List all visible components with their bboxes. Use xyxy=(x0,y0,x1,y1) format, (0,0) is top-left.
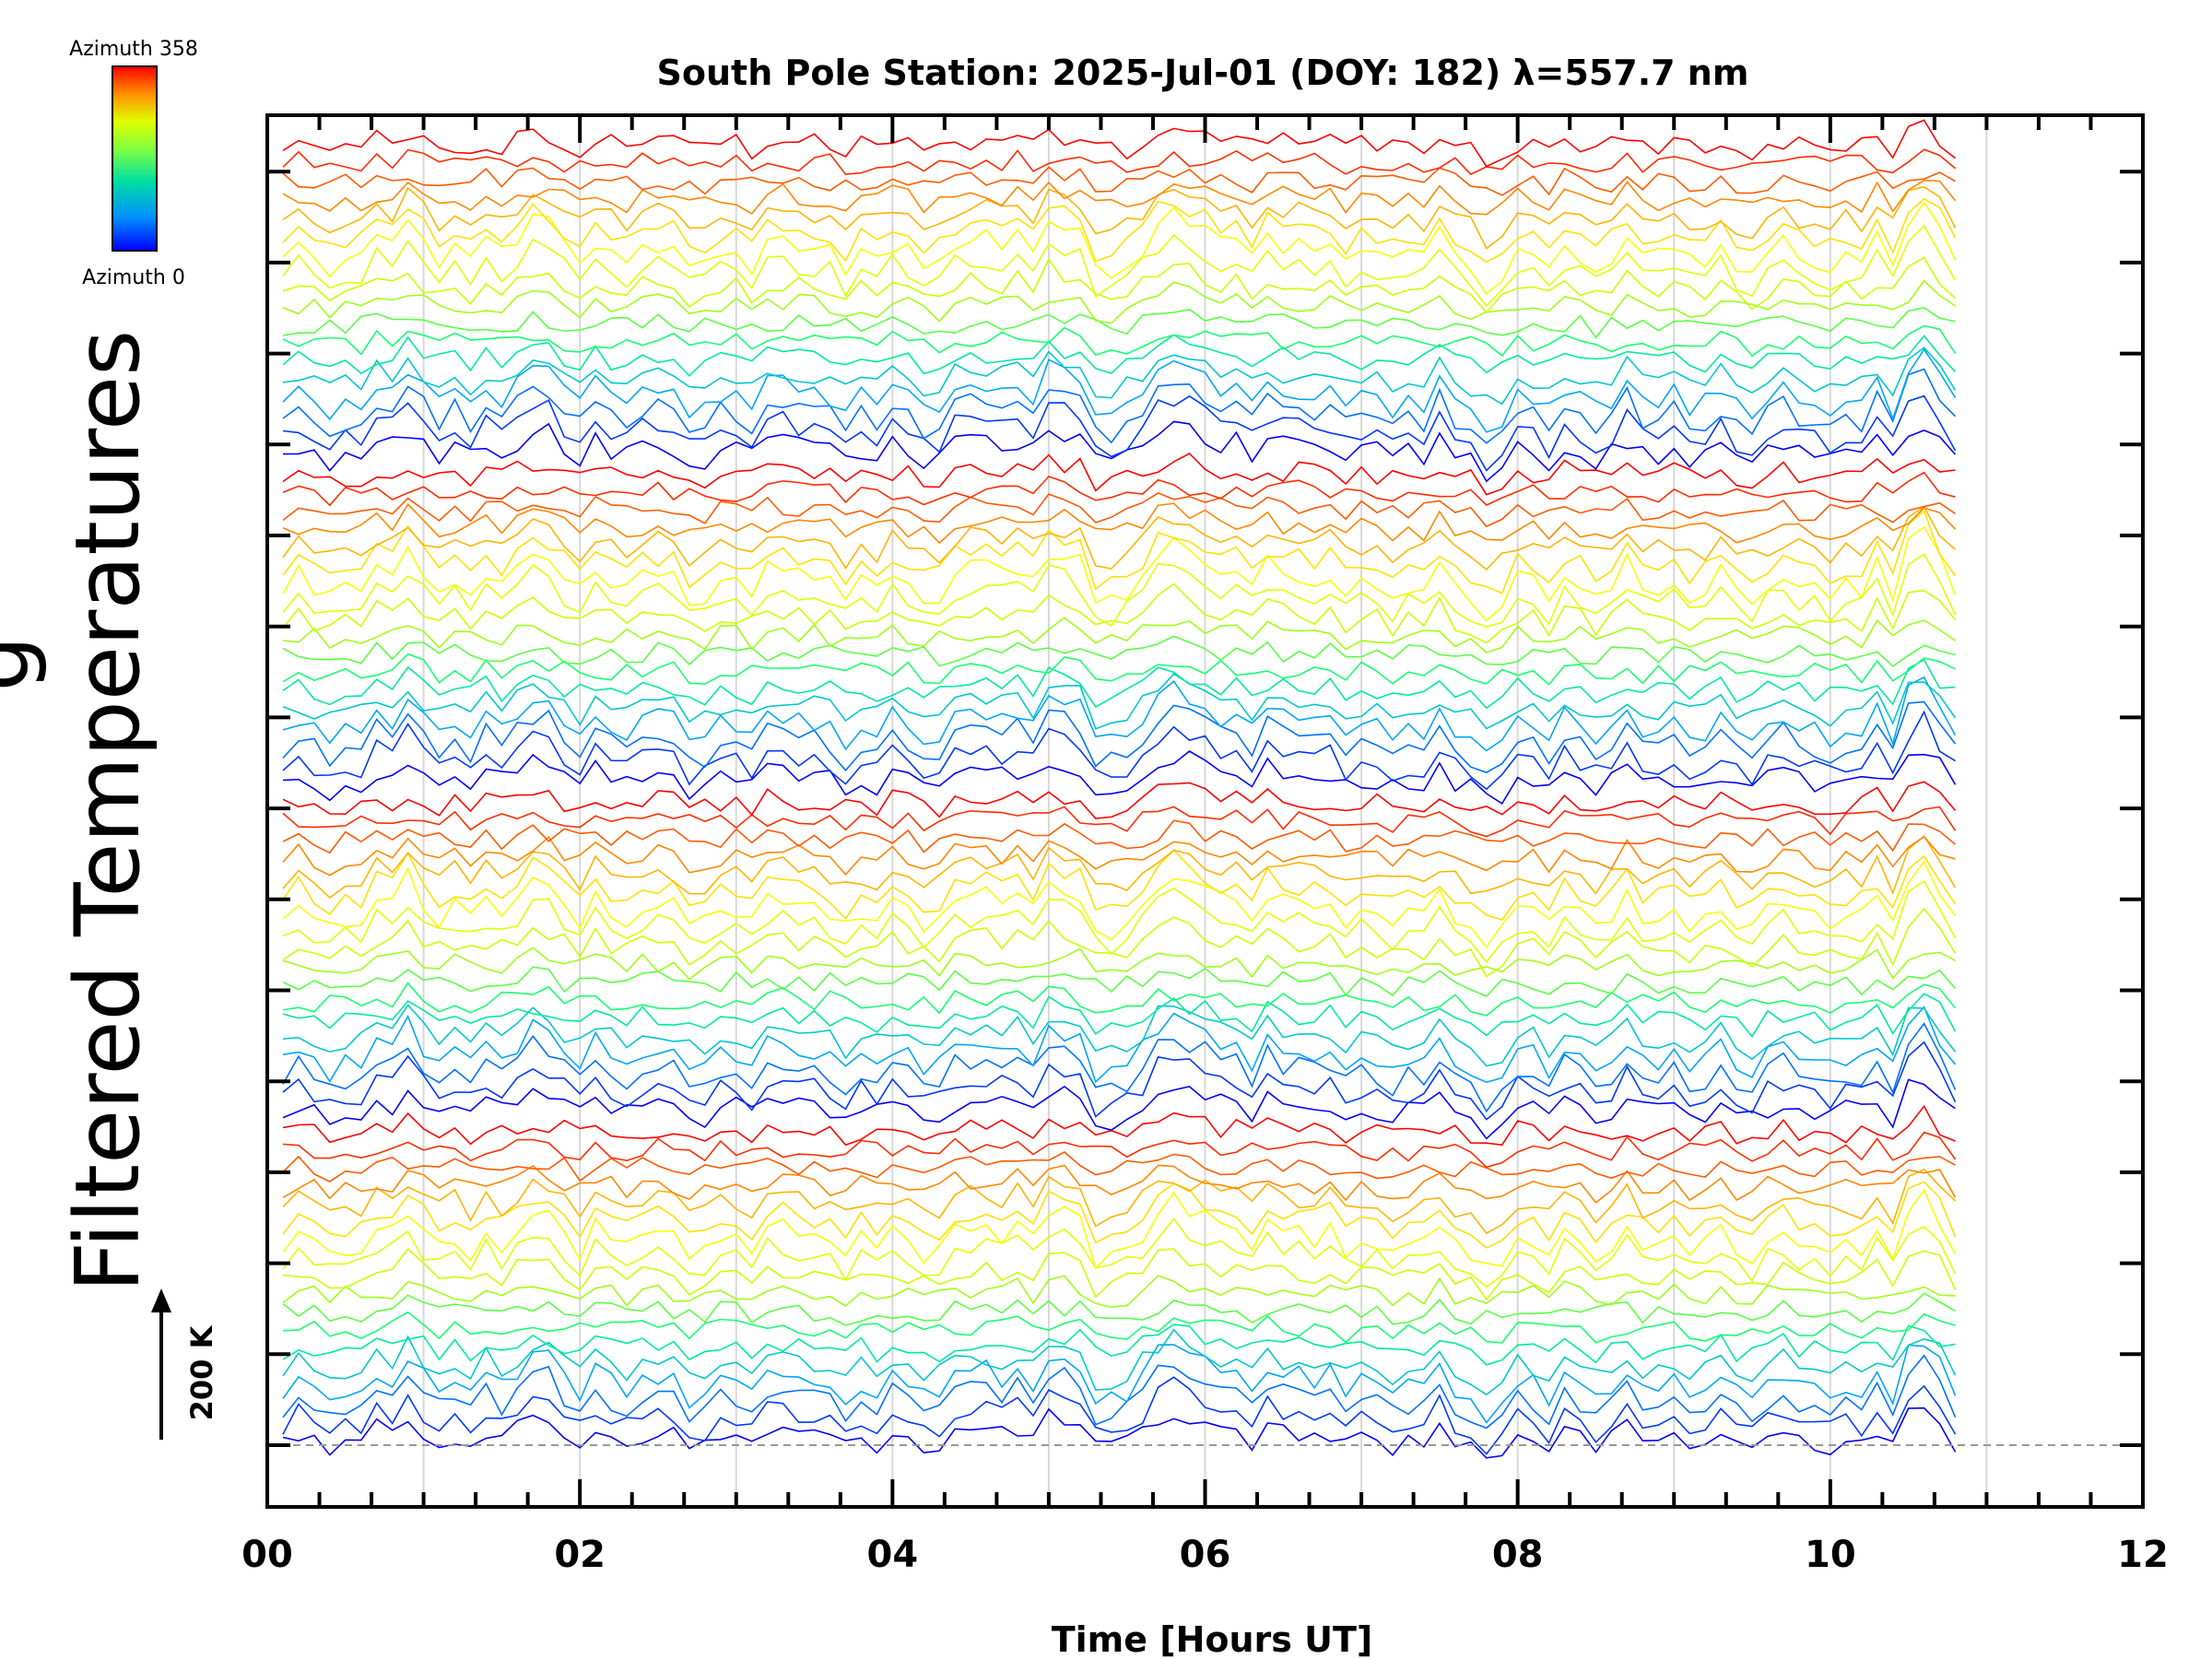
series-line-8 xyxy=(282,1275,1956,1308)
x-tick-label-10: 10 xyxy=(1805,1534,1856,1576)
series-line-17 xyxy=(282,1104,1956,1147)
series-line-62 xyxy=(282,279,1956,324)
series-line-6 xyxy=(282,1311,1956,1344)
series-line-38 xyxy=(282,700,1957,773)
series-line-34 xyxy=(282,806,1957,838)
series-line-54 xyxy=(282,420,1957,483)
series-line-66 xyxy=(282,197,1957,264)
series-line-44 xyxy=(282,617,1956,654)
series-line-33 xyxy=(282,819,1957,854)
series-line-7 xyxy=(282,1292,1956,1326)
series-line-70 xyxy=(282,148,1957,176)
series-line-27 xyxy=(282,907,1957,978)
series-line-50 xyxy=(282,502,1957,545)
series-line-12 xyxy=(282,1181,1957,1249)
colorbar-top-label: Azimuth 358 xyxy=(69,38,198,61)
series-line-69 xyxy=(282,166,1956,196)
series-line-41 xyxy=(282,658,1956,710)
series-line-53 xyxy=(282,453,1956,496)
series-line-43 xyxy=(282,635,1956,667)
series-line-28 xyxy=(282,879,1957,964)
x-axis-label: Time [Hours UT] xyxy=(1052,1619,1373,1659)
scale-bar-label: 200 K xyxy=(184,1324,219,1420)
series-line-68 xyxy=(282,179,1957,216)
series-line-22 xyxy=(282,1004,1957,1067)
series-lines xyxy=(282,119,1957,1459)
series-line-37 xyxy=(282,710,1956,791)
chart-title: South Pole Station: 2025-Jul-01 (DOY: 18… xyxy=(657,53,1749,93)
series-line-51 xyxy=(282,492,1956,528)
series-line-11 xyxy=(282,1188,1957,1270)
x-tick-label-06: 06 xyxy=(1180,1534,1231,1576)
scale-bar: 200 K xyxy=(151,1288,219,1440)
series-line-58 xyxy=(282,347,1957,406)
series-line-15 xyxy=(282,1151,1956,1183)
series-line-10 xyxy=(282,1217,1957,1288)
series-line-42 xyxy=(282,653,1956,686)
series-line-59 xyxy=(282,334,1957,377)
series-line-64 xyxy=(282,224,1957,308)
series-line-20 xyxy=(282,1022,1957,1113)
series-line-56 xyxy=(282,368,1957,444)
series-line-3 xyxy=(282,1344,1957,1424)
series-line-25 xyxy=(282,966,1957,997)
series-line-4 xyxy=(282,1328,1957,1396)
series-line-61 xyxy=(282,307,1956,339)
series-line-71 xyxy=(282,119,1956,168)
series-line-29 xyxy=(282,860,1957,948)
series-line-26 xyxy=(282,947,1956,981)
series-line-14 xyxy=(282,1164,1957,1204)
series-line-2 xyxy=(282,1354,1957,1430)
series-line-52 xyxy=(282,471,1956,507)
series-line-40 xyxy=(282,673,1957,730)
series-line-49 xyxy=(282,505,1957,571)
series-line-35 xyxy=(282,781,1957,819)
grid-lines xyxy=(422,115,1988,1507)
series-line-16 xyxy=(282,1131,1957,1169)
x-tick-label-12: 12 xyxy=(2117,1534,2169,1576)
series-line-46 xyxy=(282,553,1957,628)
series-line-45 xyxy=(282,582,1957,644)
y-axis-label: Filtered Temperatures xyxy=(56,330,159,1292)
colorbar-gradient xyxy=(112,65,158,252)
series-line-63 xyxy=(282,256,1957,314)
series-line-31 xyxy=(282,835,1957,900)
series-line-32 xyxy=(282,835,1956,877)
series-line-47 xyxy=(282,525,1957,622)
x-tick-label-08: 08 xyxy=(1492,1534,1544,1576)
series-line-19 xyxy=(282,1041,1957,1121)
y-axis-label-partial: g xyxy=(0,636,49,692)
series-line-67 xyxy=(282,185,1957,250)
series-line-55 xyxy=(282,394,1957,472)
series-line-5 xyxy=(282,1324,1956,1366)
series-line-24 xyxy=(282,982,1957,1017)
series-line-9 xyxy=(282,1247,1957,1301)
x-tick-label-02: 02 xyxy=(554,1534,606,1576)
series-line-21 xyxy=(282,1006,1957,1084)
series-line-13 xyxy=(282,1168,1957,1235)
axis-ticks xyxy=(265,115,2145,1507)
series-line-0 xyxy=(282,1406,1957,1459)
series-line-1 xyxy=(282,1376,1957,1455)
x-tick-labels: 00 02 04 06 08 10 12 xyxy=(241,1534,2169,1576)
series-line-48 xyxy=(282,510,1957,594)
colorbar-bottom-label: Azimuth 0 xyxy=(82,266,185,289)
series-line-60 xyxy=(282,324,1957,358)
series-line-18 xyxy=(282,1078,1956,1140)
x-tick-label-04: 04 xyxy=(866,1534,918,1576)
series-line-39 xyxy=(282,676,1957,752)
series-line-57 xyxy=(282,347,1957,433)
colorbar: Azimuth 358 Azimuth 0 xyxy=(69,38,198,289)
series-line-30 xyxy=(282,849,1957,922)
series-line-36 xyxy=(282,750,1957,806)
series-line-23 xyxy=(282,993,1957,1038)
x-tick-label-00: 00 xyxy=(241,1534,293,1576)
